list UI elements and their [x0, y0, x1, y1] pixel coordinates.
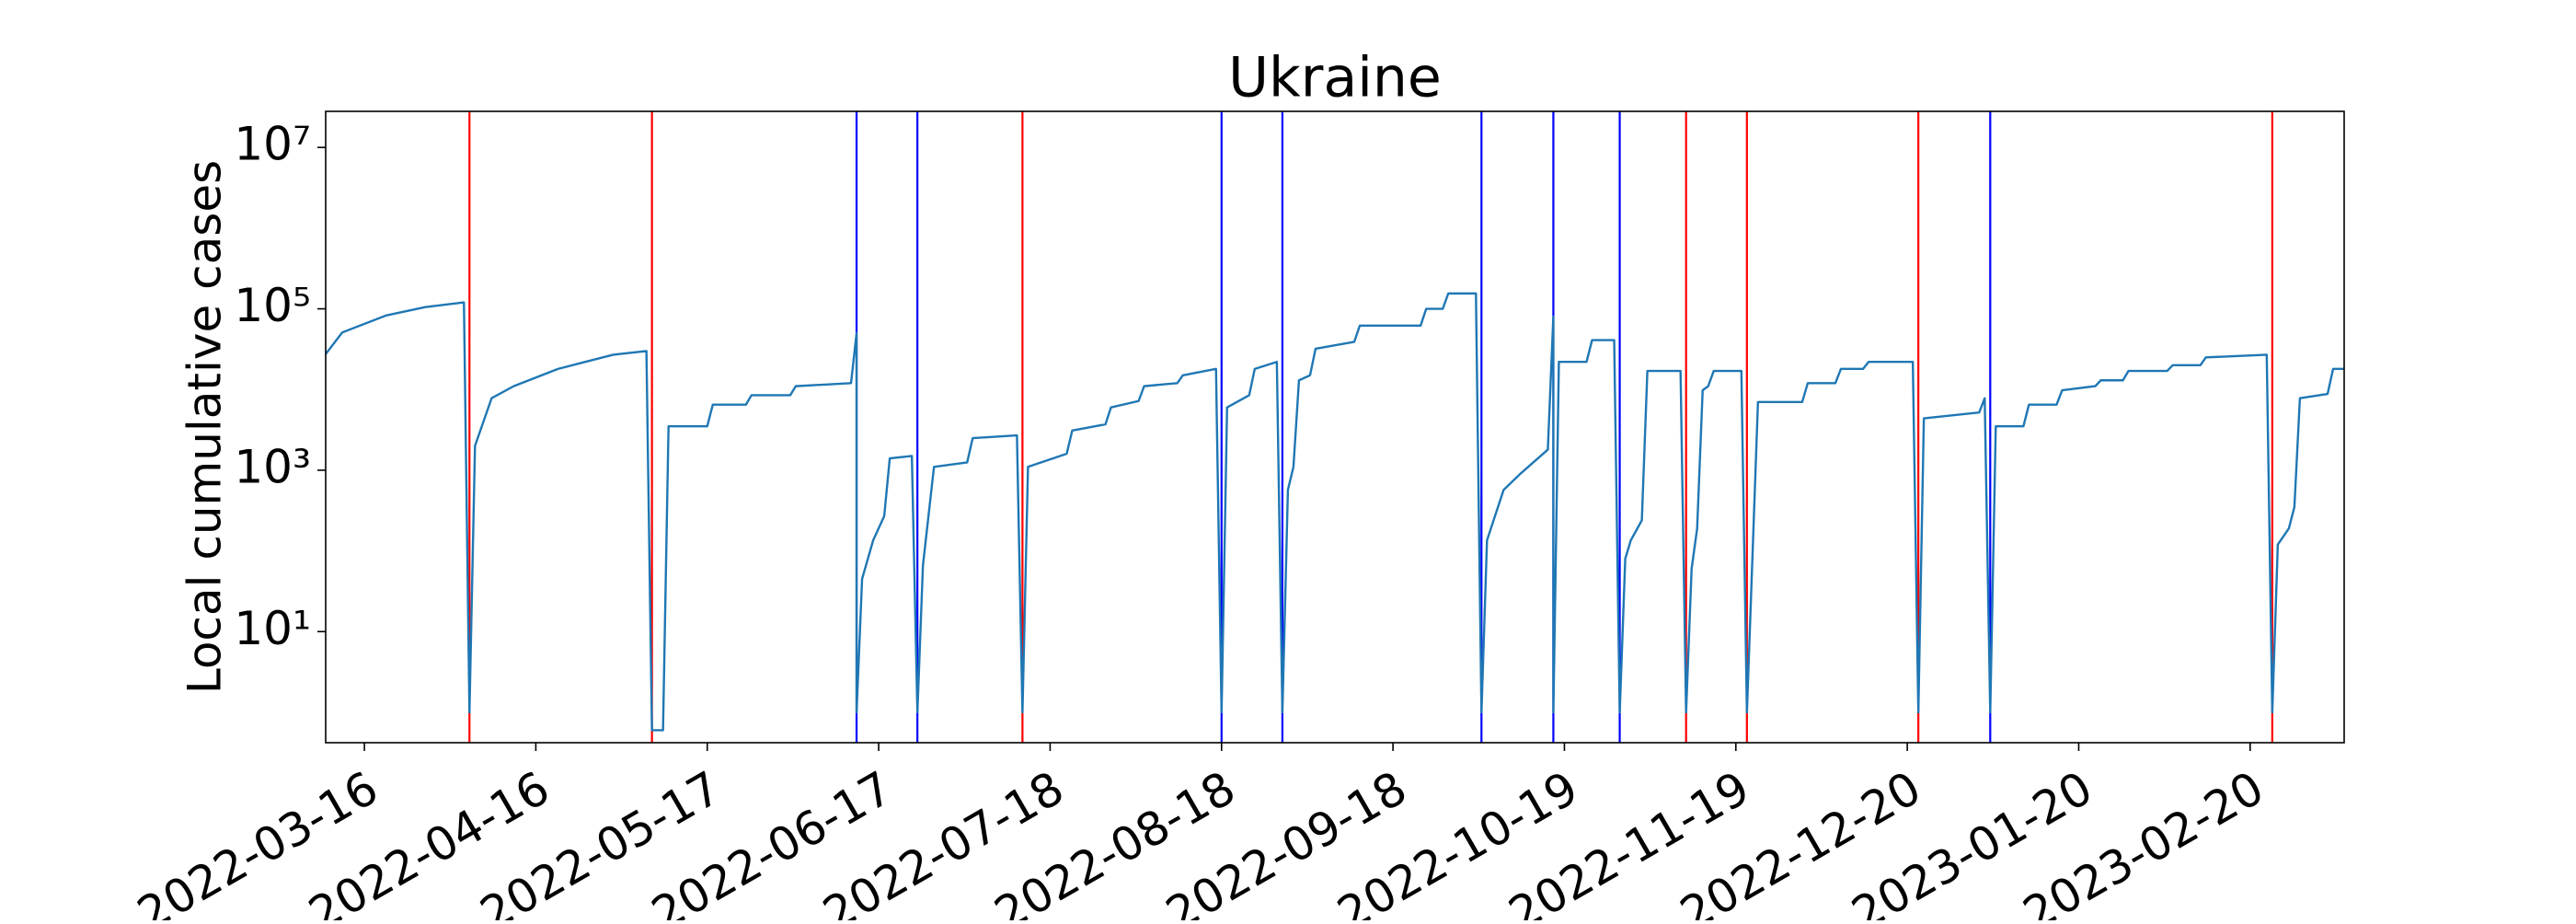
data-line [326, 292, 2344, 732]
y-tick-label: 10⁷ [234, 118, 311, 171]
y-tick-label: 10³ [234, 440, 311, 493]
y-axis-label: Local cumulative cases [178, 160, 232, 694]
y-tick-label: 10¹ [234, 602, 311, 655]
chart-title: Ukraine [1228, 46, 1442, 110]
y-tick-label: 10⁵ [234, 279, 311, 332]
plot-frame [325, 110, 2345, 744]
